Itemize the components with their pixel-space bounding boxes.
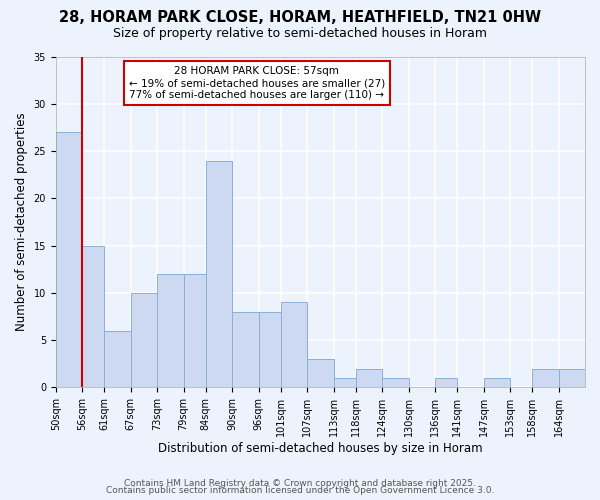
Bar xyxy=(232,312,259,388)
Bar xyxy=(184,274,206,388)
Bar xyxy=(435,378,457,388)
Text: Contains HM Land Registry data © Crown copyright and database right 2025.: Contains HM Land Registry data © Crown c… xyxy=(124,478,476,488)
Text: Contains public sector information licensed under the Open Government Licence 3.: Contains public sector information licen… xyxy=(106,486,494,495)
Bar xyxy=(131,293,157,388)
Bar xyxy=(307,359,334,388)
Y-axis label: Number of semi-detached properties: Number of semi-detached properties xyxy=(15,112,28,332)
Text: 28 HORAM PARK CLOSE: 57sqm
← 19% of semi-detached houses are smaller (27)
77% of: 28 HORAM PARK CLOSE: 57sqm ← 19% of semi… xyxy=(129,66,385,100)
Bar xyxy=(334,378,356,388)
Bar xyxy=(356,368,382,388)
Text: Size of property relative to semi-detached houses in Horam: Size of property relative to semi-detach… xyxy=(113,28,487,40)
Bar xyxy=(157,274,184,388)
Bar xyxy=(532,368,559,388)
Text: 28, HORAM PARK CLOSE, HORAM, HEATHFIELD, TN21 0HW: 28, HORAM PARK CLOSE, HORAM, HEATHFIELD,… xyxy=(59,10,541,25)
Bar xyxy=(56,132,82,388)
Bar xyxy=(82,246,104,388)
Bar xyxy=(484,378,510,388)
X-axis label: Distribution of semi-detached houses by size in Horam: Distribution of semi-detached houses by … xyxy=(158,442,483,455)
Bar xyxy=(382,378,409,388)
Bar xyxy=(206,160,232,388)
Bar xyxy=(259,312,281,388)
Bar xyxy=(104,330,131,388)
Bar xyxy=(281,302,307,388)
Bar xyxy=(559,368,585,388)
